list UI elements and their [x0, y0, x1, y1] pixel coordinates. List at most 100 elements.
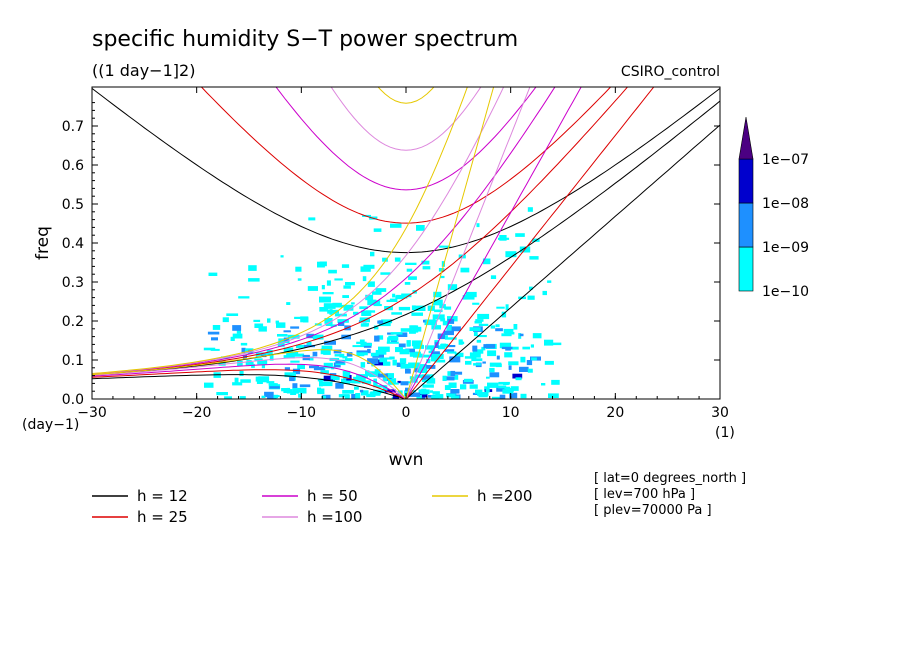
spectrum-cell — [373, 382, 378, 388]
dispersion-curve — [92, 349, 407, 399]
spectrum-cell — [276, 322, 286, 328]
dispersion-curve — [92, 88, 720, 254]
spectrum-cell — [376, 385, 387, 388]
spectrum-cell — [515, 233, 525, 237]
x-tick-label: 10 — [502, 405, 520, 421]
spectrum-cell — [440, 343, 449, 348]
spectrum-cell — [527, 207, 533, 212]
dispersion-curve — [405, 87, 495, 399]
spectrum-cell — [465, 360, 472, 365]
spectrum-cell — [400, 363, 410, 369]
spectrum-cell — [406, 268, 413, 272]
spectrum-cell — [416, 225, 425, 231]
spectrum-cell — [473, 363, 481, 366]
spectrum-cell — [275, 320, 279, 324]
spectrum-cell — [373, 378, 377, 384]
spectrum-cell — [287, 334, 300, 339]
spectrum-cell — [341, 264, 350, 268]
spectrum-cell — [351, 394, 356, 399]
spectrum-cell — [267, 395, 277, 399]
spectrum-cell — [405, 262, 417, 265]
spectrum-cell — [277, 341, 285, 347]
spectrum-cell — [312, 351, 318, 357]
legend-label: h =200 — [477, 487, 532, 505]
spectrum-cell — [273, 394, 279, 399]
spectrum-cell — [322, 292, 334, 295]
spectrum-cell — [373, 304, 382, 307]
spectrum-cell — [387, 332, 394, 335]
spectrum-cell — [254, 323, 264, 328]
spectrum-cell — [486, 376, 490, 379]
spectrum-cell — [224, 396, 232, 399]
spectrum-cell — [531, 357, 537, 361]
spectrum-cell — [232, 382, 243, 386]
spectrum-cell — [343, 285, 351, 289]
spectrum-cell — [319, 380, 323, 387]
spectrum-cell — [413, 344, 424, 349]
spectrum-cell — [365, 370, 370, 376]
spectrum-field — [203, 207, 562, 399]
legend-label: h = 12 — [137, 487, 188, 505]
spectrum-cell — [280, 255, 284, 258]
x-tick-label: −10 — [287, 405, 317, 421]
spectrum-cell — [390, 223, 402, 228]
spectrum-cell — [289, 351, 299, 356]
spectrum-cell — [447, 351, 457, 354]
spectrum-cell — [320, 370, 329, 375]
spectrum-cell — [356, 350, 368, 354]
spectrum-cell — [489, 367, 495, 373]
spectrum-cell — [405, 387, 410, 392]
spectrum-cell — [392, 359, 397, 366]
spectrum-cell — [444, 337, 457, 340]
y-tick-label: 0.6 — [62, 158, 84, 174]
spectrum-cell — [366, 393, 376, 398]
spectrum-cell — [207, 331, 220, 335]
spectrum-cell — [423, 319, 427, 323]
spectrum-cell — [433, 291, 442, 298]
spectrum-cell — [451, 397, 456, 399]
spectrum-cell — [515, 377, 522, 381]
y-tick-label: 0.1 — [62, 353, 84, 369]
spectrum-cell — [425, 378, 434, 383]
spectrum-cell — [541, 383, 546, 386]
spectrum-cell — [370, 352, 379, 357]
spectrum-cell — [418, 364, 427, 370]
spectrum-cell — [240, 379, 251, 383]
spectrum-cell — [239, 370, 244, 376]
spectrum-cell — [527, 368, 533, 373]
spectrum-cell — [490, 325, 496, 329]
spectrum-cell — [428, 350, 433, 354]
spectrum-cell — [396, 294, 408, 299]
spectrum-cell — [317, 387, 322, 393]
spectrum-cell — [445, 345, 456, 348]
spectrum-cell — [365, 294, 374, 301]
dispersion-curve — [405, 87, 531, 399]
spectrum-cell — [334, 278, 343, 281]
dispersion-curve — [92, 356, 407, 399]
dispersion-curve — [92, 100, 720, 376]
spectrum-cell — [330, 324, 337, 327]
legend-label: h =100 — [307, 508, 362, 526]
dispersion-curve — [92, 374, 407, 399]
spectrum-cell — [299, 384, 311, 388]
x-tick-label: 20 — [606, 405, 624, 421]
dispersion-curve — [405, 87, 582, 399]
spectrum-cell — [381, 357, 392, 360]
spectrum-cell — [476, 223, 480, 228]
spectrum-cell — [519, 366, 529, 372]
colorbar-segment — [738, 202, 754, 248]
spectrum-cell — [322, 394, 331, 399]
spectrum-cell — [239, 396, 246, 399]
spectrum-cell — [526, 360, 533, 366]
spectrum-cell — [292, 383, 298, 388]
spectrum-cell — [255, 352, 262, 358]
spectrum-cell — [475, 319, 484, 322]
spectrum-cell — [248, 265, 257, 271]
spectrum-cell — [234, 377, 239, 383]
spectrum-cell — [472, 302, 480, 305]
spectrum-cell — [356, 341, 367, 345]
spectrum-cell — [397, 380, 402, 384]
spectrum-cell — [503, 382, 509, 386]
spectrum-cell — [236, 329, 241, 334]
